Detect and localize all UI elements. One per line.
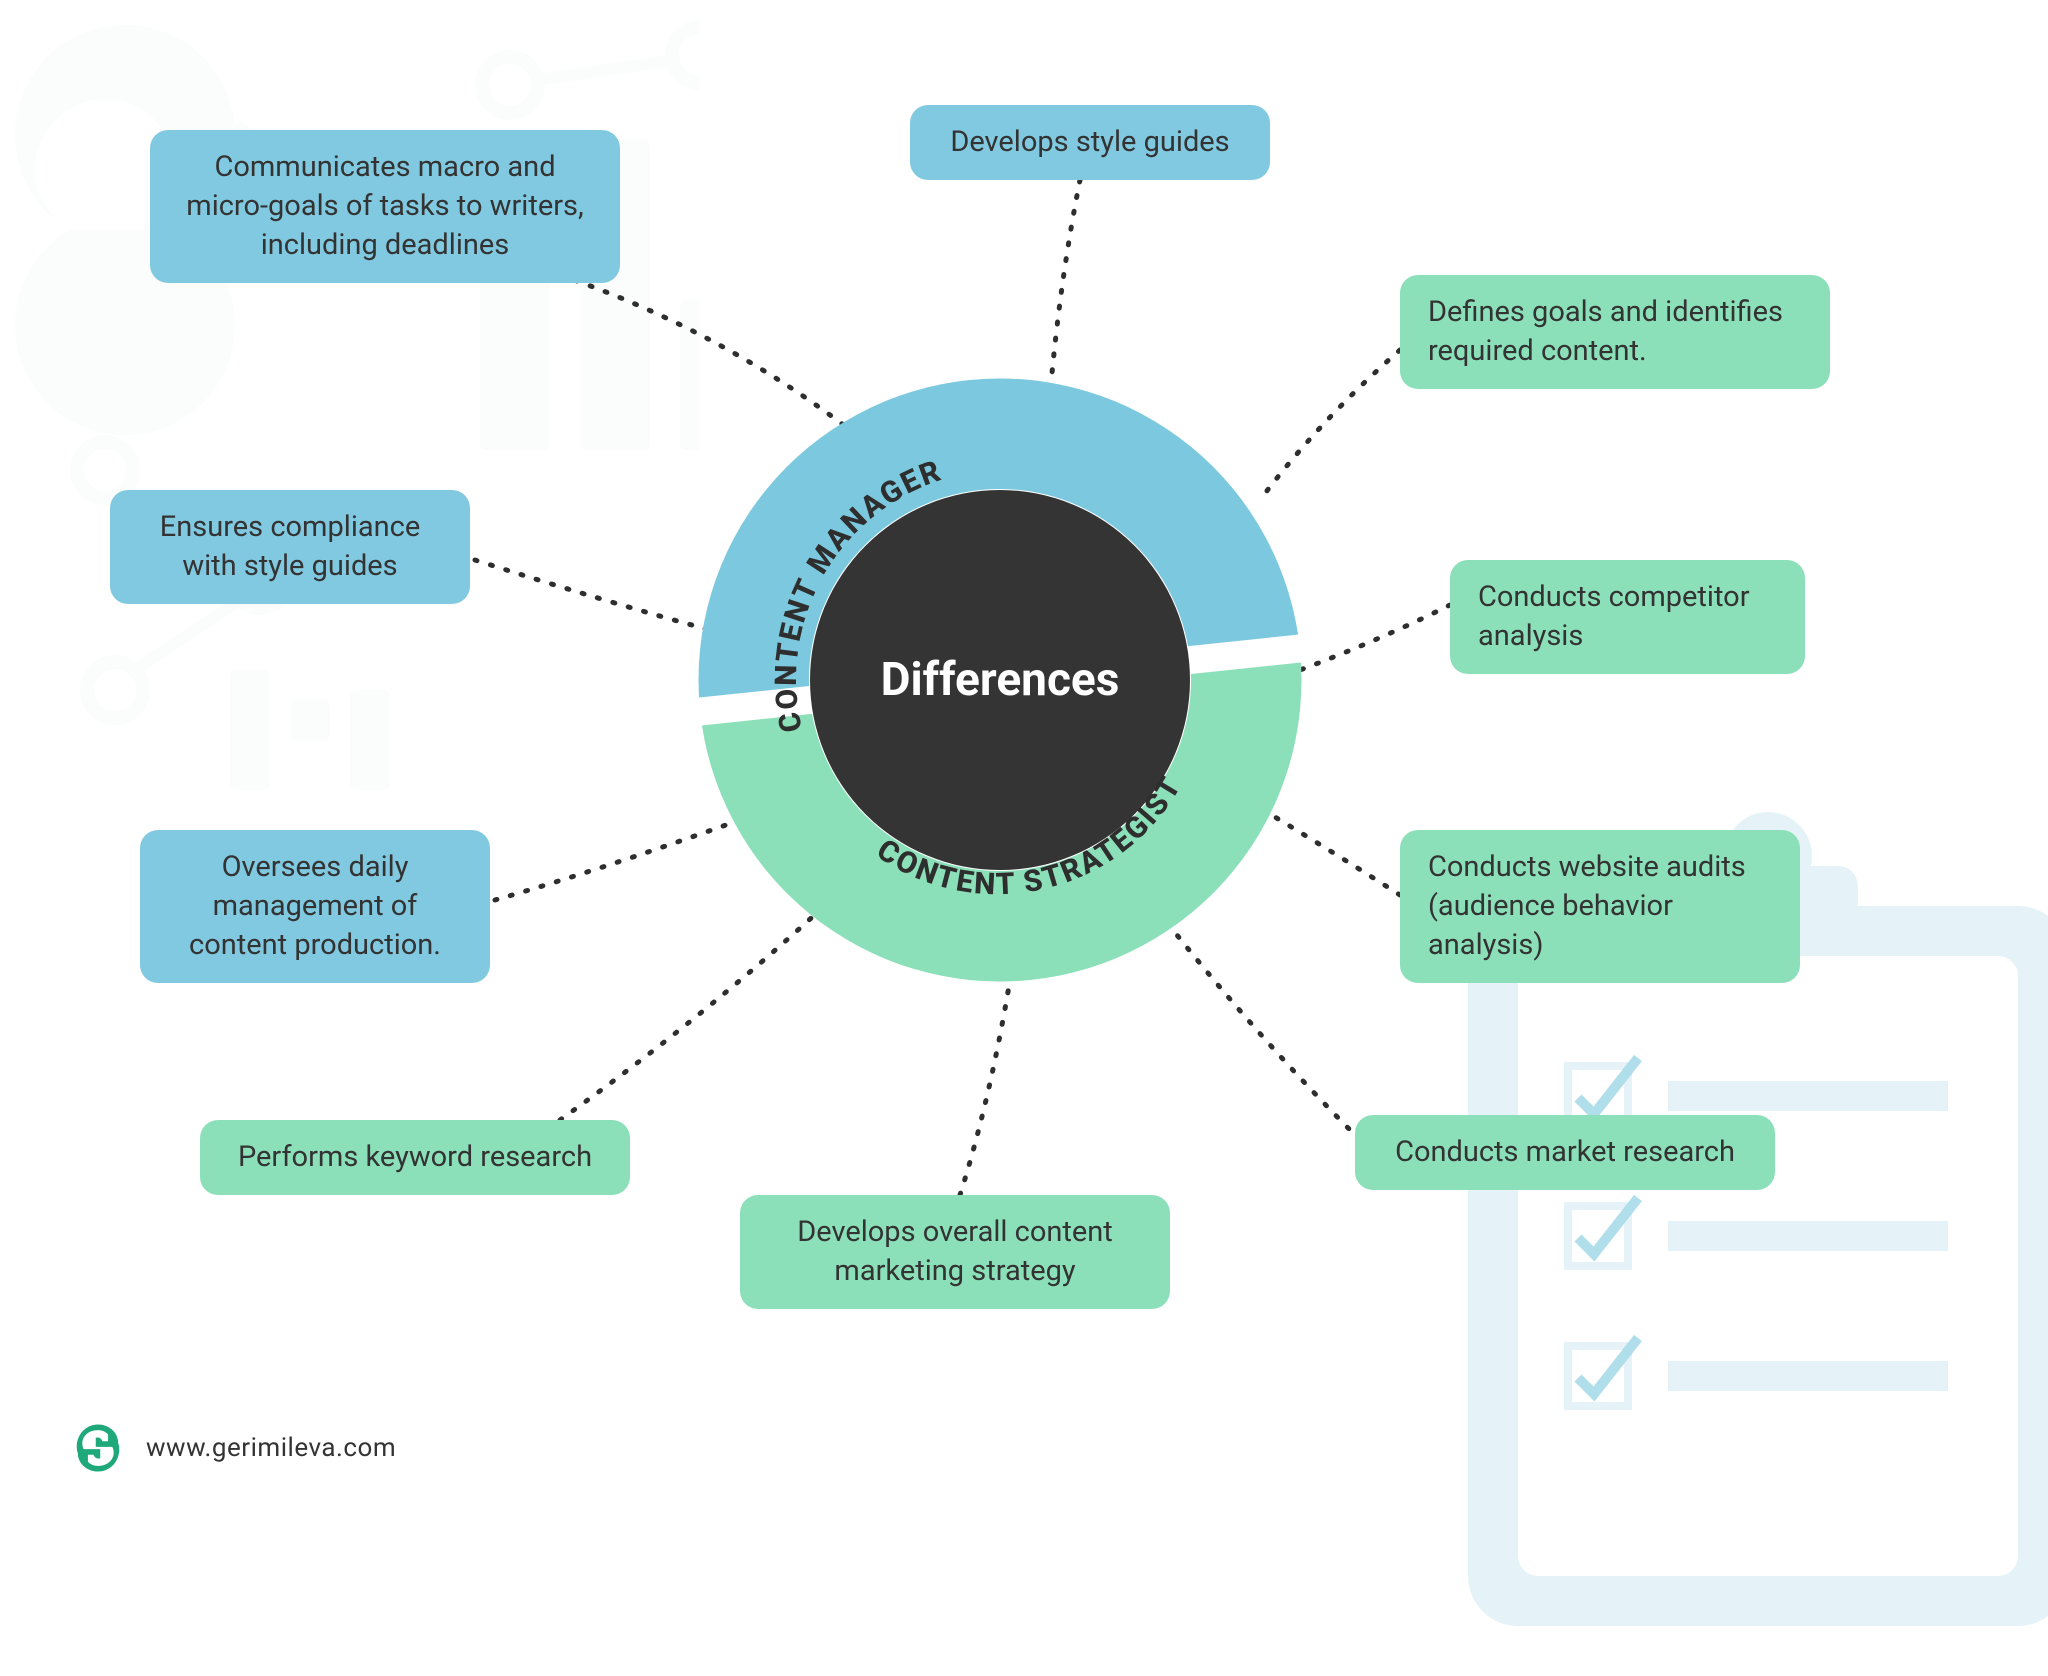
footer-url: www.gerimileva.com bbox=[146, 1433, 396, 1463]
bubble-cm2: Develops style guides bbox=[910, 105, 1270, 180]
center-label: Differences bbox=[881, 653, 1120, 707]
bubble-cs4: Conducts market research bbox=[1355, 1115, 1775, 1190]
bubble-cs1: Defines goals and identifies required co… bbox=[1400, 275, 1830, 389]
footer: www.gerimileva.com bbox=[70, 1420, 396, 1476]
bubble-cs5: Develops overall content marketing strat… bbox=[740, 1195, 1170, 1309]
bubble-cm1: Communicates macro and micro-goals of ta… bbox=[150, 130, 620, 283]
bubble-cm3: Ensures compliance with style guides bbox=[110, 490, 470, 604]
logo-icon bbox=[70, 1420, 126, 1476]
bubble-cm4: Oversees daily management of content pro… bbox=[140, 830, 490, 983]
bubble-cs2: Conducts competitor analysis bbox=[1450, 560, 1805, 674]
bubble-cs3: Conducts website audits (audience behavi… bbox=[1400, 830, 1800, 983]
bubble-cs6: Performs keyword research bbox=[200, 1120, 630, 1195]
